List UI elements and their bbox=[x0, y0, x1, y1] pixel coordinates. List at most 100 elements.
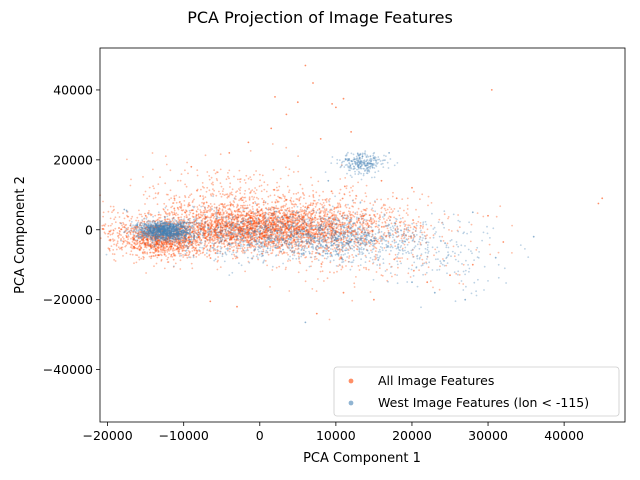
scatter-point bbox=[178, 216, 180, 219]
scatter-point bbox=[277, 254, 280, 257]
scatter-point bbox=[116, 232, 119, 234]
scatter-point bbox=[350, 238, 353, 241]
scatter-point bbox=[228, 169, 231, 172]
scatter-point bbox=[352, 214, 355, 217]
scatter-point bbox=[290, 233, 293, 236]
scatter-point bbox=[303, 194, 306, 197]
scatter-point bbox=[369, 214, 371, 217]
scatter-point bbox=[263, 181, 266, 184]
scatter-point bbox=[252, 222, 255, 225]
scatter-point bbox=[322, 218, 325, 221]
scatter-point bbox=[288, 218, 291, 220]
scatter-point bbox=[117, 236, 120, 239]
scatter-point bbox=[204, 208, 207, 211]
scatter-point bbox=[259, 232, 261, 235]
scatter-point bbox=[224, 230, 227, 233]
scatter-point bbox=[339, 206, 342, 209]
scatter-point bbox=[347, 226, 350, 229]
scatter-point bbox=[239, 214, 241, 217]
scatter-point bbox=[322, 190, 324, 193]
scatter-point bbox=[128, 242, 131, 245]
scatter-point bbox=[144, 203, 146, 205]
scatter-point bbox=[308, 240, 310, 243]
scatter-point bbox=[309, 217, 312, 220]
scatter-point bbox=[292, 221, 295, 223]
scatter-point bbox=[165, 193, 168, 196]
scatter-point bbox=[172, 239, 175, 241]
scatter-point bbox=[299, 220, 301, 223]
scatter-point bbox=[243, 225, 246, 227]
scatter-point bbox=[218, 190, 220, 193]
scatter-point bbox=[146, 229, 149, 232]
scatter-point bbox=[213, 227, 216, 230]
scatter-point bbox=[182, 244, 184, 247]
scatter-point bbox=[293, 239, 296, 241]
scatter-point bbox=[218, 208, 221, 210]
scatter-point bbox=[204, 241, 207, 243]
scatter-point bbox=[345, 187, 348, 190]
scatter-point bbox=[285, 203, 288, 206]
scatter-point bbox=[362, 237, 365, 240]
scatter-point bbox=[339, 249, 341, 252]
scatter-point bbox=[270, 224, 272, 226]
scatter-point bbox=[184, 211, 187, 214]
scatter-point bbox=[239, 181, 242, 183]
scatter-point bbox=[178, 196, 181, 199]
scatter-point bbox=[259, 241, 262, 244]
scatter-point bbox=[302, 228, 305, 231]
scatter-point bbox=[166, 231, 169, 233]
scatter-point bbox=[298, 229, 301, 231]
scatter-point bbox=[314, 228, 317, 231]
scatter-point bbox=[215, 219, 218, 222]
scatter-point bbox=[268, 221, 271, 224]
scatter-point bbox=[197, 231, 200, 234]
scatter-point bbox=[255, 170, 257, 172]
scatter-point bbox=[318, 215, 321, 218]
scatter-point bbox=[245, 215, 248, 217]
scatter-point bbox=[124, 239, 127, 242]
scatter-point bbox=[295, 229, 298, 232]
scatter-point bbox=[341, 197, 344, 200]
scatter-point bbox=[276, 232, 279, 235]
scatter-point bbox=[439, 265, 441, 268]
scatter-point bbox=[193, 235, 195, 238]
scatter-point bbox=[132, 231, 134, 234]
scatter-point bbox=[217, 224, 220, 227]
scatter-point bbox=[430, 202, 433, 204]
scatter-point bbox=[322, 211, 325, 214]
scatter-point bbox=[223, 226, 226, 229]
scatter-point bbox=[129, 184, 132, 187]
scatter-point bbox=[202, 251, 205, 254]
scatter-point bbox=[365, 229, 368, 231]
scatter-point bbox=[210, 226, 213, 229]
scatter-point bbox=[148, 248, 151, 251]
scatter-point bbox=[211, 238, 214, 241]
scatter-point bbox=[217, 237, 219, 239]
scatter-point bbox=[308, 195, 311, 198]
scatter-point bbox=[114, 227, 117, 230]
scatter-point bbox=[282, 218, 284, 221]
scatter-point bbox=[121, 246, 124, 249]
scatter-point bbox=[102, 211, 105, 214]
scatter-point bbox=[235, 243, 237, 245]
scatter-point bbox=[390, 222, 393, 225]
scatter-point bbox=[272, 244, 275, 247]
scatter-point bbox=[482, 215, 485, 218]
scatter-point bbox=[319, 202, 322, 205]
scatter-point bbox=[302, 228, 304, 230]
scatter-point bbox=[214, 228, 217, 231]
scatter-point bbox=[406, 258, 409, 260]
scatter-point bbox=[285, 146, 288, 149]
scatter-point bbox=[295, 244, 298, 247]
scatter-point bbox=[404, 220, 406, 223]
scatter-point bbox=[304, 226, 306, 229]
scatter-point bbox=[407, 224, 410, 227]
scatter-point bbox=[387, 198, 389, 200]
scatter-point bbox=[340, 223, 343, 226]
scatter-point bbox=[329, 204, 331, 207]
scatter-point bbox=[334, 229, 336, 232]
scatter-point bbox=[279, 239, 282, 242]
scatter-point bbox=[338, 223, 341, 226]
scatter-point bbox=[251, 241, 253, 244]
scatter-point bbox=[186, 216, 188, 218]
